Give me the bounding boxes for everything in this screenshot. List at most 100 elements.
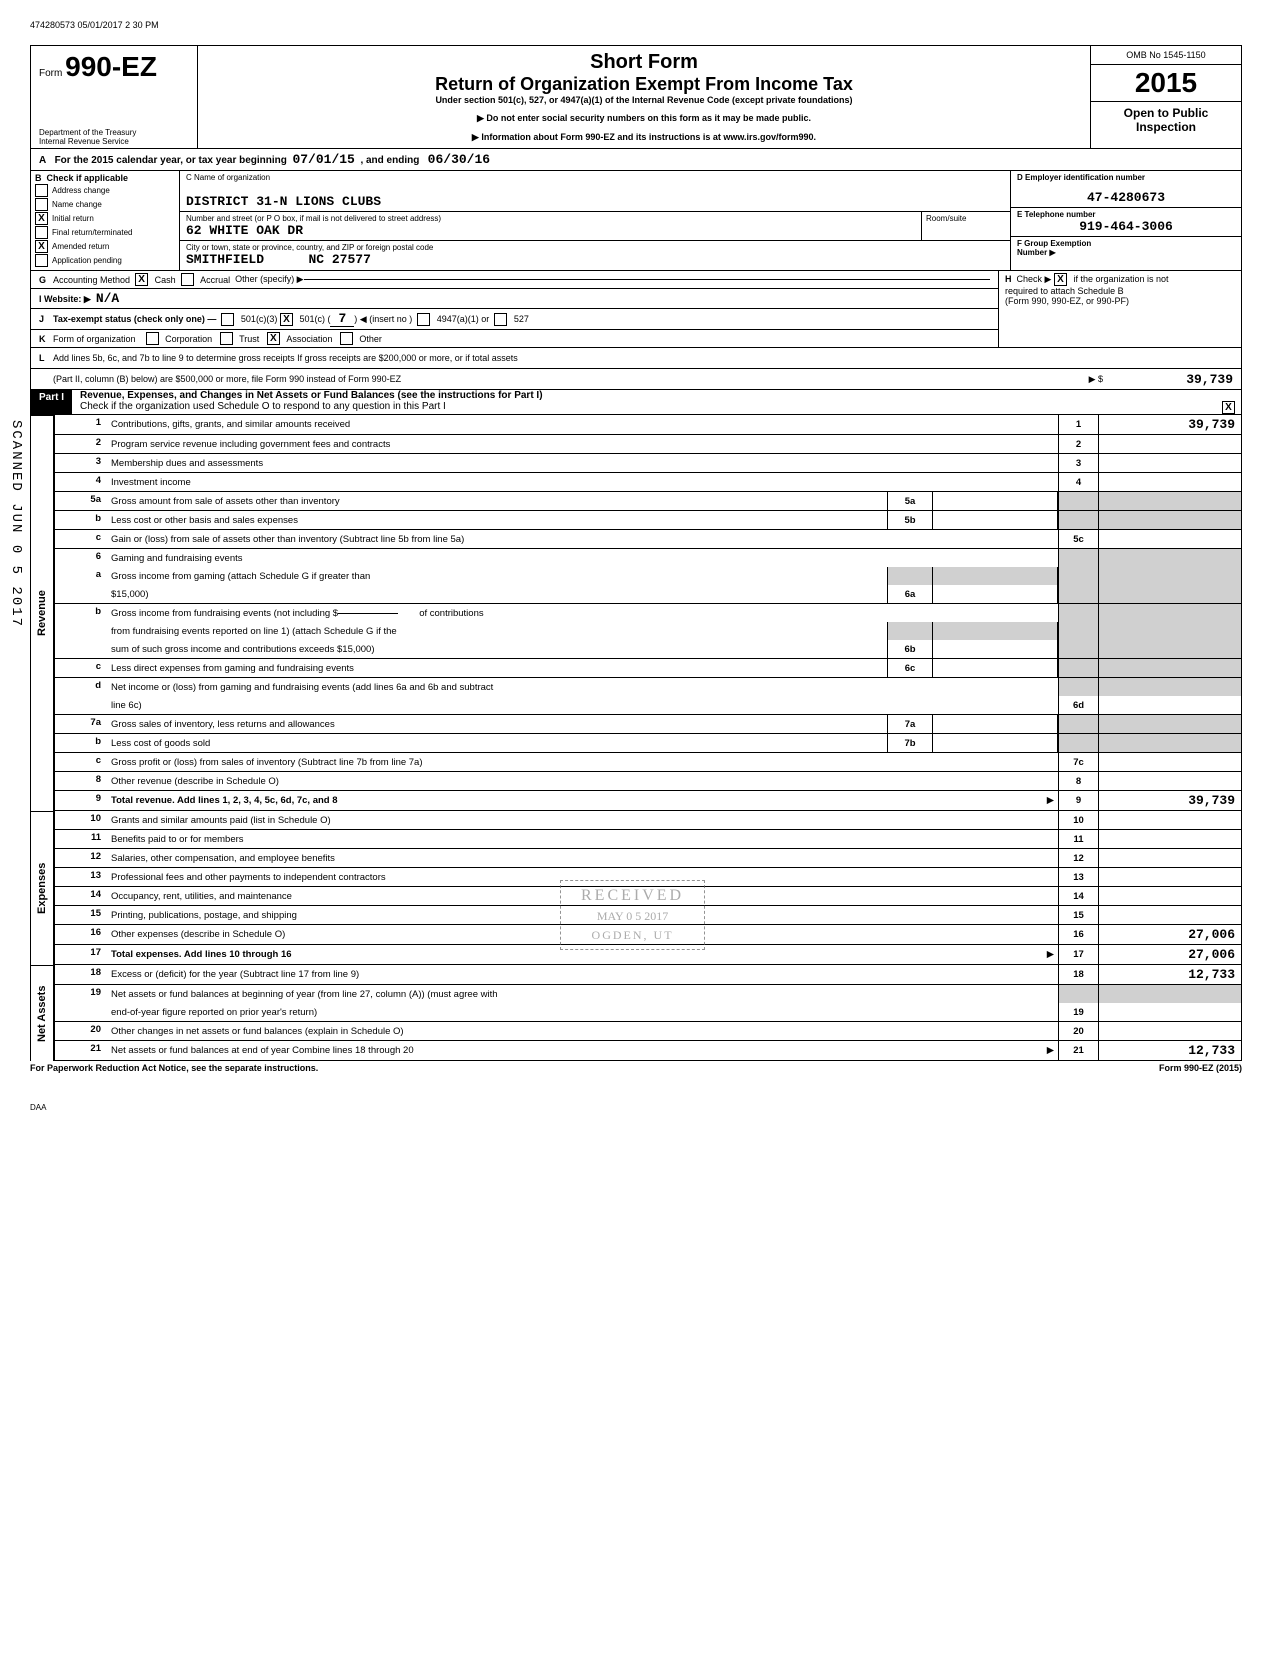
part1-label: Part I — [31, 390, 72, 414]
j-label: Tax-exempt status (check only one) — — [53, 314, 216, 324]
num-10: 10 — [55, 811, 107, 829]
val-16: 27,006 — [1098, 925, 1241, 944]
val-6c-shade — [1098, 659, 1241, 677]
checkbox-scheduleb[interactable]: X — [1054, 273, 1067, 286]
desc-6d-2: line 6c) — [107, 696, 1058, 714]
k-letter: K — [39, 334, 53, 344]
desc-2: Program service revenue including govern… — [107, 435, 1058, 453]
lbl-name: Name change — [52, 200, 102, 209]
lbl-pending: Application pending — [52, 256, 122, 265]
num-19: 19 — [55, 985, 107, 1003]
checkbox-cash[interactable]: X — [135, 273, 148, 286]
checkbox-final[interactable] — [35, 226, 48, 239]
l-arrow: ▶ $ — [1089, 374, 1103, 385]
num-7c: c — [55, 753, 107, 771]
public2: Inspection — [1095, 120, 1237, 134]
row-19-1: 19 Net assets or fund balances at beginn… — [54, 985, 1242, 1003]
desc-4: Investment income — [107, 473, 1058, 491]
l-text2: (Part II, column (B) below) are $500,000… — [53, 374, 401, 384]
checkbox-initial[interactable]: X — [35, 212, 48, 225]
val-11 — [1098, 830, 1241, 848]
val-6-shade — [1098, 549, 1241, 567]
box-6b2-shade — [1058, 622, 1098, 640]
box-8: 8 — [1058, 772, 1098, 790]
val-18: 12,733 — [1098, 965, 1241, 984]
num-21: 21 — [55, 1041, 107, 1060]
k-label: Form of organization — [53, 334, 136, 344]
midval-7b — [933, 734, 1058, 752]
row-6d-1: d Net income or (loss) from gaming and f… — [54, 678, 1242, 696]
box-6a-shade — [1058, 567, 1098, 585]
box-6c-shade — [1058, 659, 1098, 677]
desc-9-wrap: Total revenue. Add lines 1, 2, 3, 4, 5c,… — [107, 791, 1058, 810]
checkbox-501c[interactable]: X — [280, 313, 293, 326]
h-text2: if the organization is not — [1073, 274, 1168, 284]
checkbox-527[interactable] — [494, 313, 507, 326]
box-5c: 5c — [1058, 530, 1098, 548]
checkbox-4947[interactable] — [417, 313, 430, 326]
lbl-final: Final return/terminated — [52, 228, 132, 237]
box-17: 17 — [1058, 945, 1098, 964]
section-bcdef: B Check if applicable Address change Nam… — [30, 171, 1242, 271]
num-6d: d — [55, 678, 107, 696]
j-letter: J — [39, 314, 53, 324]
num-1: 1 — [55, 415, 107, 434]
checkbox-501c3[interactable] — [221, 313, 234, 326]
val-12 — [1098, 849, 1241, 867]
row-7a: 7a Gross sales of inventory, less return… — [54, 715, 1242, 734]
num-6b-blank — [55, 622, 107, 640]
num-13: 13 — [55, 868, 107, 886]
info-text: ▶ Information about Form 990-EZ and its … — [203, 132, 1085, 143]
num-5b: b — [55, 511, 107, 529]
h-text3: required to attach Schedule B — [1005, 286, 1124, 296]
box-16: 16 — [1058, 925, 1098, 944]
val-9: 39,739 — [1098, 791, 1241, 810]
val-8 — [1098, 772, 1241, 790]
lbl-cash: Cash — [155, 275, 176, 285]
checkbox-trust[interactable] — [220, 332, 233, 345]
checkbox-assoc[interactable]: X — [267, 332, 280, 345]
lines-g-k: G Accounting Method X Cash Accrual Other… — [30, 271, 1242, 348]
lbl-501c-suffix: ) ◀ (insert no ) — [354, 314, 412, 325]
desc-11: Benefits paid to or for members — [107, 830, 1058, 848]
form-number-box: Form 990-EZ Department of the Treasury I… — [31, 46, 198, 148]
checkbox-corp[interactable] — [146, 332, 159, 345]
checkbox-part1[interactable]: X — [1222, 401, 1235, 414]
val-6b-shade — [1098, 604, 1241, 622]
checkbox-other-org[interactable] — [340, 332, 353, 345]
daa-label: DAA — [30, 1103, 1242, 1112]
mid-7a: 7a — [887, 715, 933, 733]
num-14: 14 — [55, 887, 107, 905]
val-21: 12,733 — [1098, 1041, 1241, 1060]
row-8: 8 Other revenue (describe in Schedule O)… — [54, 772, 1242, 791]
desc-5c: Gain or (loss) from sale of assets other… — [107, 530, 1058, 548]
desc-7b: Less cost of goods sold — [107, 734, 887, 752]
checkbox-amended[interactable]: X — [35, 240, 48, 253]
lbl-initial: Initial return — [52, 214, 94, 223]
return-title: Return of Organization Exempt From Incom… — [203, 74, 1085, 95]
desc-3: Membership dues and assessments — [107, 454, 1058, 472]
line-k: K Form of organization Corporation Trust… — [31, 330, 998, 347]
val-2 — [1098, 435, 1241, 453]
val-6a-shade — [1098, 567, 1241, 585]
desc-6b-2: from fundraising events reported on line… — [107, 622, 887, 640]
box-7a-shade — [1058, 715, 1098, 733]
checkbox-address[interactable] — [35, 184, 48, 197]
num-6: 6 — [55, 549, 107, 567]
received-date: MAY 0 5 2017 — [581, 909, 684, 924]
num-7b: b — [55, 734, 107, 752]
lbl-501c: 501(c) ( — [299, 314, 330, 324]
box-19-shade — [1058, 985, 1098, 1003]
checkbox-name[interactable] — [35, 198, 48, 211]
val-5b-shade — [1098, 511, 1241, 529]
lbl-501c3: 501(c)(3) — [241, 314, 278, 324]
line-h: H Check ▶ X if the organization is not r… — [998, 271, 1241, 347]
checkbox-accrual[interactable] — [181, 273, 194, 286]
part1-check-text: Check if the organization used Schedule … — [80, 401, 446, 414]
box-6-shade — [1058, 549, 1098, 567]
short-form-title: Short Form — [203, 51, 1085, 74]
checkbox-pending[interactable] — [35, 254, 48, 267]
desc-19-1: Net assets or fund balances at beginning… — [107, 985, 1058, 1003]
mid-6b-shade — [887, 622, 933, 640]
num-12: 12 — [55, 849, 107, 867]
